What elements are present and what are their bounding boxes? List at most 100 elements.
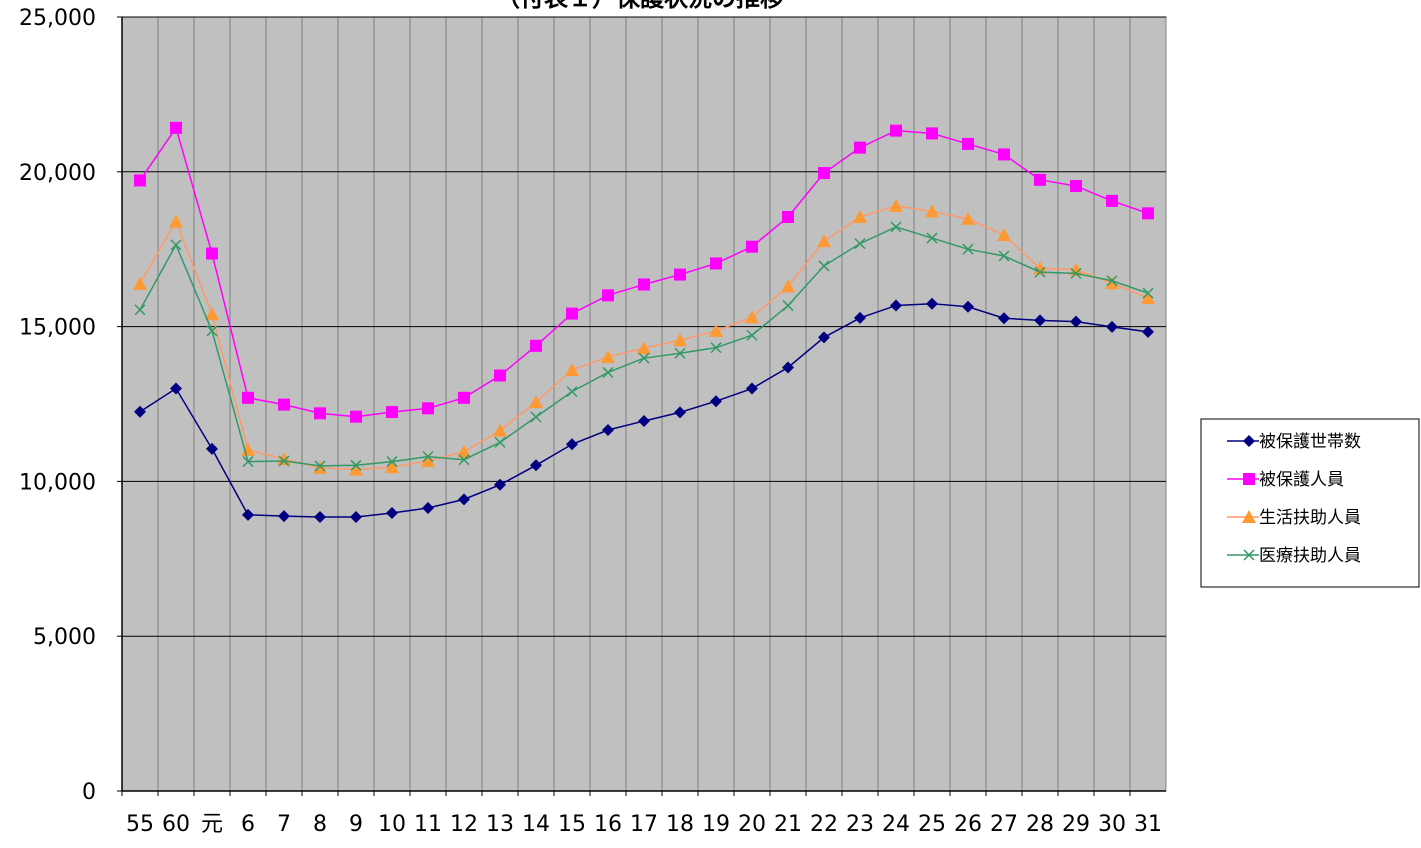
marker-stroke xyxy=(134,304,146,316)
data-point xyxy=(1034,266,1046,278)
data-point xyxy=(170,239,182,251)
data-point xyxy=(458,493,470,506)
x-tick-label: 22 xyxy=(810,812,838,837)
x-tick-label: 23 xyxy=(846,812,874,837)
data-point xyxy=(925,204,939,218)
marker-stroke xyxy=(1243,549,1255,561)
data-point xyxy=(422,451,434,463)
series-4 xyxy=(134,221,1154,472)
legend-marker xyxy=(1243,435,1255,447)
data-point xyxy=(638,278,650,291)
data-point xyxy=(710,342,722,354)
x-tick-label: 14 xyxy=(522,812,550,837)
legend-marker xyxy=(1243,549,1255,561)
x-tick-label: 28 xyxy=(1026,812,1054,837)
data-point xyxy=(1106,320,1118,333)
legend-marker xyxy=(1242,510,1256,523)
data-point xyxy=(313,460,327,474)
data-point xyxy=(1069,262,1083,276)
data-point xyxy=(385,460,399,474)
data-point xyxy=(1106,194,1118,207)
data-point xyxy=(781,279,795,293)
plot-area xyxy=(121,16,1167,792)
marker-stroke xyxy=(962,243,974,255)
x-tick-label: 11 xyxy=(414,812,442,837)
legend-label: 生活扶助人員 xyxy=(1259,508,1361,528)
series-2 xyxy=(134,121,1154,423)
x-tick-label: 26 xyxy=(954,812,982,837)
data-point xyxy=(242,391,254,404)
data-point xyxy=(1034,173,1046,186)
x-tick-label: 55 xyxy=(126,812,154,837)
data-point xyxy=(998,250,1010,262)
marker-stroke xyxy=(566,386,578,398)
data-point xyxy=(782,211,794,224)
data-point xyxy=(206,247,218,260)
data-point xyxy=(314,407,326,420)
data-point xyxy=(241,442,255,456)
x-tick-label: 13 xyxy=(486,812,514,837)
data-point xyxy=(422,502,434,515)
series-1 xyxy=(134,297,1154,524)
y-tick-label: 10,000 xyxy=(19,470,96,495)
data-point xyxy=(890,221,902,233)
x-tick-label: 19 xyxy=(702,812,730,837)
data-point xyxy=(601,349,615,363)
data-point xyxy=(638,415,650,428)
y-tick-label: 25,000 xyxy=(19,6,96,31)
data-point xyxy=(962,243,974,255)
data-point xyxy=(637,341,651,355)
data-point xyxy=(278,455,290,467)
data-point xyxy=(349,462,363,476)
marker-stroke xyxy=(242,456,254,468)
data-point xyxy=(674,406,686,419)
legend-item: 生活扶助人員 xyxy=(1227,508,1361,528)
data-point xyxy=(854,311,866,324)
marker-stroke xyxy=(818,260,830,272)
marker-stroke xyxy=(1034,266,1046,278)
data-point xyxy=(1070,267,1082,279)
marker-stroke xyxy=(710,342,722,354)
data-point xyxy=(782,300,794,312)
chart-title: （付表１）保護状況の推移 xyxy=(496,0,784,12)
data-point xyxy=(530,459,542,472)
marker-stroke xyxy=(422,451,434,463)
data-point xyxy=(386,506,398,519)
data-point xyxy=(961,211,975,225)
data-point xyxy=(710,395,722,408)
data-point xyxy=(1034,314,1046,327)
data-point xyxy=(314,511,326,524)
x-tick-label: 24 xyxy=(882,812,910,837)
x-tick-label: 15 xyxy=(558,812,586,837)
data-point xyxy=(602,366,614,378)
marker-stroke xyxy=(530,411,542,423)
x-tick-label: 25 xyxy=(918,812,946,837)
marker-stroke xyxy=(1070,267,1082,279)
legend-box xyxy=(1200,418,1420,588)
data-point xyxy=(350,459,362,471)
y-tick-label: 5,000 xyxy=(33,625,96,650)
data-point xyxy=(242,508,254,521)
marker-stroke xyxy=(890,221,902,233)
data-point xyxy=(962,300,974,313)
data-point xyxy=(674,347,686,359)
x-tick-label: 18 xyxy=(666,812,694,837)
data-point xyxy=(566,438,578,451)
data-point xyxy=(1070,180,1082,193)
data-point xyxy=(350,410,362,423)
x-tick-label: 10 xyxy=(378,812,406,837)
data-point xyxy=(422,402,434,415)
data-point xyxy=(169,214,183,228)
data-point xyxy=(494,369,506,382)
marker-stroke xyxy=(674,347,686,359)
data-point xyxy=(205,307,219,321)
data-point xyxy=(1142,207,1154,220)
x-tick-label: 30 xyxy=(1098,812,1126,837)
data-point xyxy=(1105,276,1119,290)
data-point xyxy=(997,227,1011,241)
data-point xyxy=(890,124,902,137)
x-tick-label: 20 xyxy=(738,812,766,837)
data-point xyxy=(674,268,686,281)
data-point xyxy=(493,423,507,437)
data-point xyxy=(854,238,866,250)
